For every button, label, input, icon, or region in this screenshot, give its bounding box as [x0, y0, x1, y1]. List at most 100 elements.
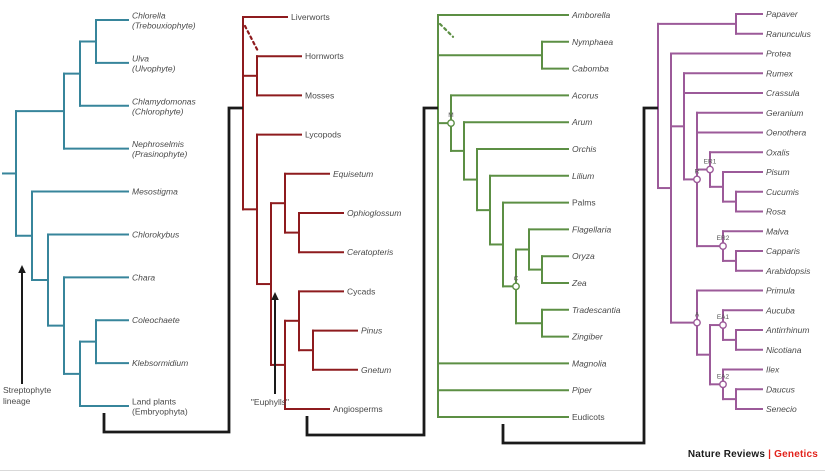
taxon-label: Zingiber: [571, 332, 604, 342]
taxon-sublabel: (Ulvophyte): [132, 63, 176, 73]
taxon-label: Tradescantia: [572, 305, 621, 315]
taxon-label: Pisum: [766, 167, 790, 177]
taxon-label: Rosa: [766, 207, 786, 217]
annotation-euphylls: "Euphylls": [251, 292, 289, 407]
taxon-label: Rumex: [766, 68, 794, 78]
annotation-label: lineage: [3, 396, 31, 406]
node-marker-EA2: [719, 380, 727, 389]
taxon-label: Flagellaria: [572, 224, 611, 234]
taxon-label: Ophioglossum: [347, 208, 401, 218]
taxon-label: Ranunculus: [766, 29, 812, 39]
taxon-label: Ceratopteris: [347, 247, 394, 257]
taxon-label: Nicotiana: [766, 345, 802, 355]
taxon-label: Ilex: [766, 365, 780, 375]
taxon-label: Cucumis: [766, 187, 800, 197]
taxon-label: Lycopods: [305, 130, 341, 140]
taxon-label: Arabidopsis: [765, 266, 811, 276]
annotation-label: "Euphylls": [251, 397, 289, 407]
taxon-label: Capparis: [766, 246, 801, 256]
taxon-label: Orchis: [572, 144, 597, 154]
node-marker-A: [693, 318, 701, 327]
tree-green-algae: Chlorella(Trebouxiophyte) Ulva(Ulvophyte)…: [2, 11, 197, 417]
node-marker-label: C: [514, 275, 519, 282]
tree-eudicots: Papaver Ranunculus Protea Rumex Crassula Gera…: [657, 9, 812, 414]
footer-separator: |: [768, 449, 772, 460]
taxon-label: Acorus: [571, 90, 599, 100]
taxon-label: Eudicots: [572, 412, 605, 422]
node-marker-label: ER2: [717, 235, 730, 242]
node-marker-label: M: [448, 112, 453, 119]
taxon-sublabel: (Prasinophyte): [132, 149, 187, 159]
taxon-label: Chlorokybus: [132, 229, 180, 239]
taxon-sublabel: (Chlorophyte): [132, 106, 184, 116]
taxon-label: Coleochaete: [132, 315, 180, 325]
taxon-label: Papaver: [766, 9, 799, 19]
taxon-label: Hornworts: [305, 51, 344, 61]
taxon-label: Antirrhinum: [765, 325, 809, 335]
taxon-label: Senecio: [766, 404, 797, 414]
footer-brand: Nature Reviews: [687, 449, 766, 460]
taxon-label: Protea: [766, 49, 791, 59]
taxon-label: Ulva: [132, 53, 149, 63]
annotation-arrowhead: [18, 265, 26, 273]
taxon-label: Piper: [572, 385, 593, 395]
taxon-label: Liverworts: [291, 12, 330, 22]
taxon-label: Daucus: [766, 384, 796, 394]
taxon-label: Geranium: [766, 108, 803, 118]
taxon-label: Nephroselmis: [132, 139, 185, 149]
node-marker-R: [693, 175, 701, 184]
node-marker-C: [512, 282, 520, 291]
taxon-label: Chlamydomonas: [132, 96, 197, 106]
taxon-label: Oxalis: [766, 147, 790, 157]
taxon-label: Pinus: [361, 326, 383, 336]
footer-journal: Genetics: [774, 449, 818, 460]
node-marker-label: EA2: [717, 373, 730, 380]
node-marker-ER2: [719, 242, 727, 250]
taxon-label: Mosses: [305, 90, 334, 100]
expansion-connector-green-algae: [102, 106, 243, 434]
taxon-label: Gnetum: [361, 365, 391, 375]
node-marker-M: [447, 119, 455, 128]
node-marker-label: R: [695, 168, 700, 175]
expansion-connector-angiosperms: [501, 106, 658, 445]
taxon-label: Angiosperms: [333, 404, 383, 414]
taxon-sublabel: (Embryophyta): [132, 407, 188, 417]
annotation-arrowhead: [271, 292, 279, 300]
taxon-label: Zea: [571, 278, 587, 288]
taxon-label: Equisetum: [333, 169, 373, 179]
taxon-label: Klebsormidium: [132, 358, 188, 368]
journal-footer: Nature Reviews | Genetics: [688, 449, 818, 460]
taxon-label: Primula: [766, 286, 795, 296]
node-marker-label: ER1: [704, 159, 717, 166]
taxon-label: Chlorella: [132, 11, 166, 21]
taxon-label: Mesostigma: [132, 187, 178, 197]
taxon-label: Malva: [766, 226, 789, 236]
taxon-label: Oenothera: [766, 128, 806, 138]
tree-angiosperms: Amborella Nymphaea Cabomba Acorus Arum Orchis…: [437, 10, 621, 422]
taxon-label: Nymphaea: [572, 37, 613, 47]
taxon-sublabel: (Trebouxiophyte): [132, 21, 196, 31]
taxon-label: Cabomba: [572, 64, 609, 74]
annotation-label: Streptophyte: [3, 385, 51, 395]
taxon-label: Chara: [132, 272, 155, 282]
uncertain-placement-link: [243, 24, 260, 53]
taxon-label: Magnolia: [572, 358, 607, 368]
taxon-label: Crassula: [766, 88, 800, 98]
taxon-label: Lilium: [572, 171, 594, 181]
expansion-connector-land-plants: [305, 106, 438, 437]
uncertain-placement-link: [438, 22, 455, 38]
taxon-label: Arum: [571, 117, 592, 127]
taxon-label: Oryza: [572, 251, 595, 261]
node-marker-label: A: [695, 312, 700, 319]
taxon-label: Cycads: [347, 286, 375, 296]
taxon-label: Palms: [572, 198, 596, 208]
taxon-label: Aucuba: [765, 305, 795, 315]
node-marker-EA1: [719, 321, 727, 329]
tree-land-plants: Liverworts Hornworts Mosses Lycopods Equiset…: [242, 12, 401, 414]
node-marker-label: EA1: [717, 314, 730, 321]
node-marker-ER1: [706, 165, 714, 174]
taxon-label: Amborella: [571, 10, 611, 20]
